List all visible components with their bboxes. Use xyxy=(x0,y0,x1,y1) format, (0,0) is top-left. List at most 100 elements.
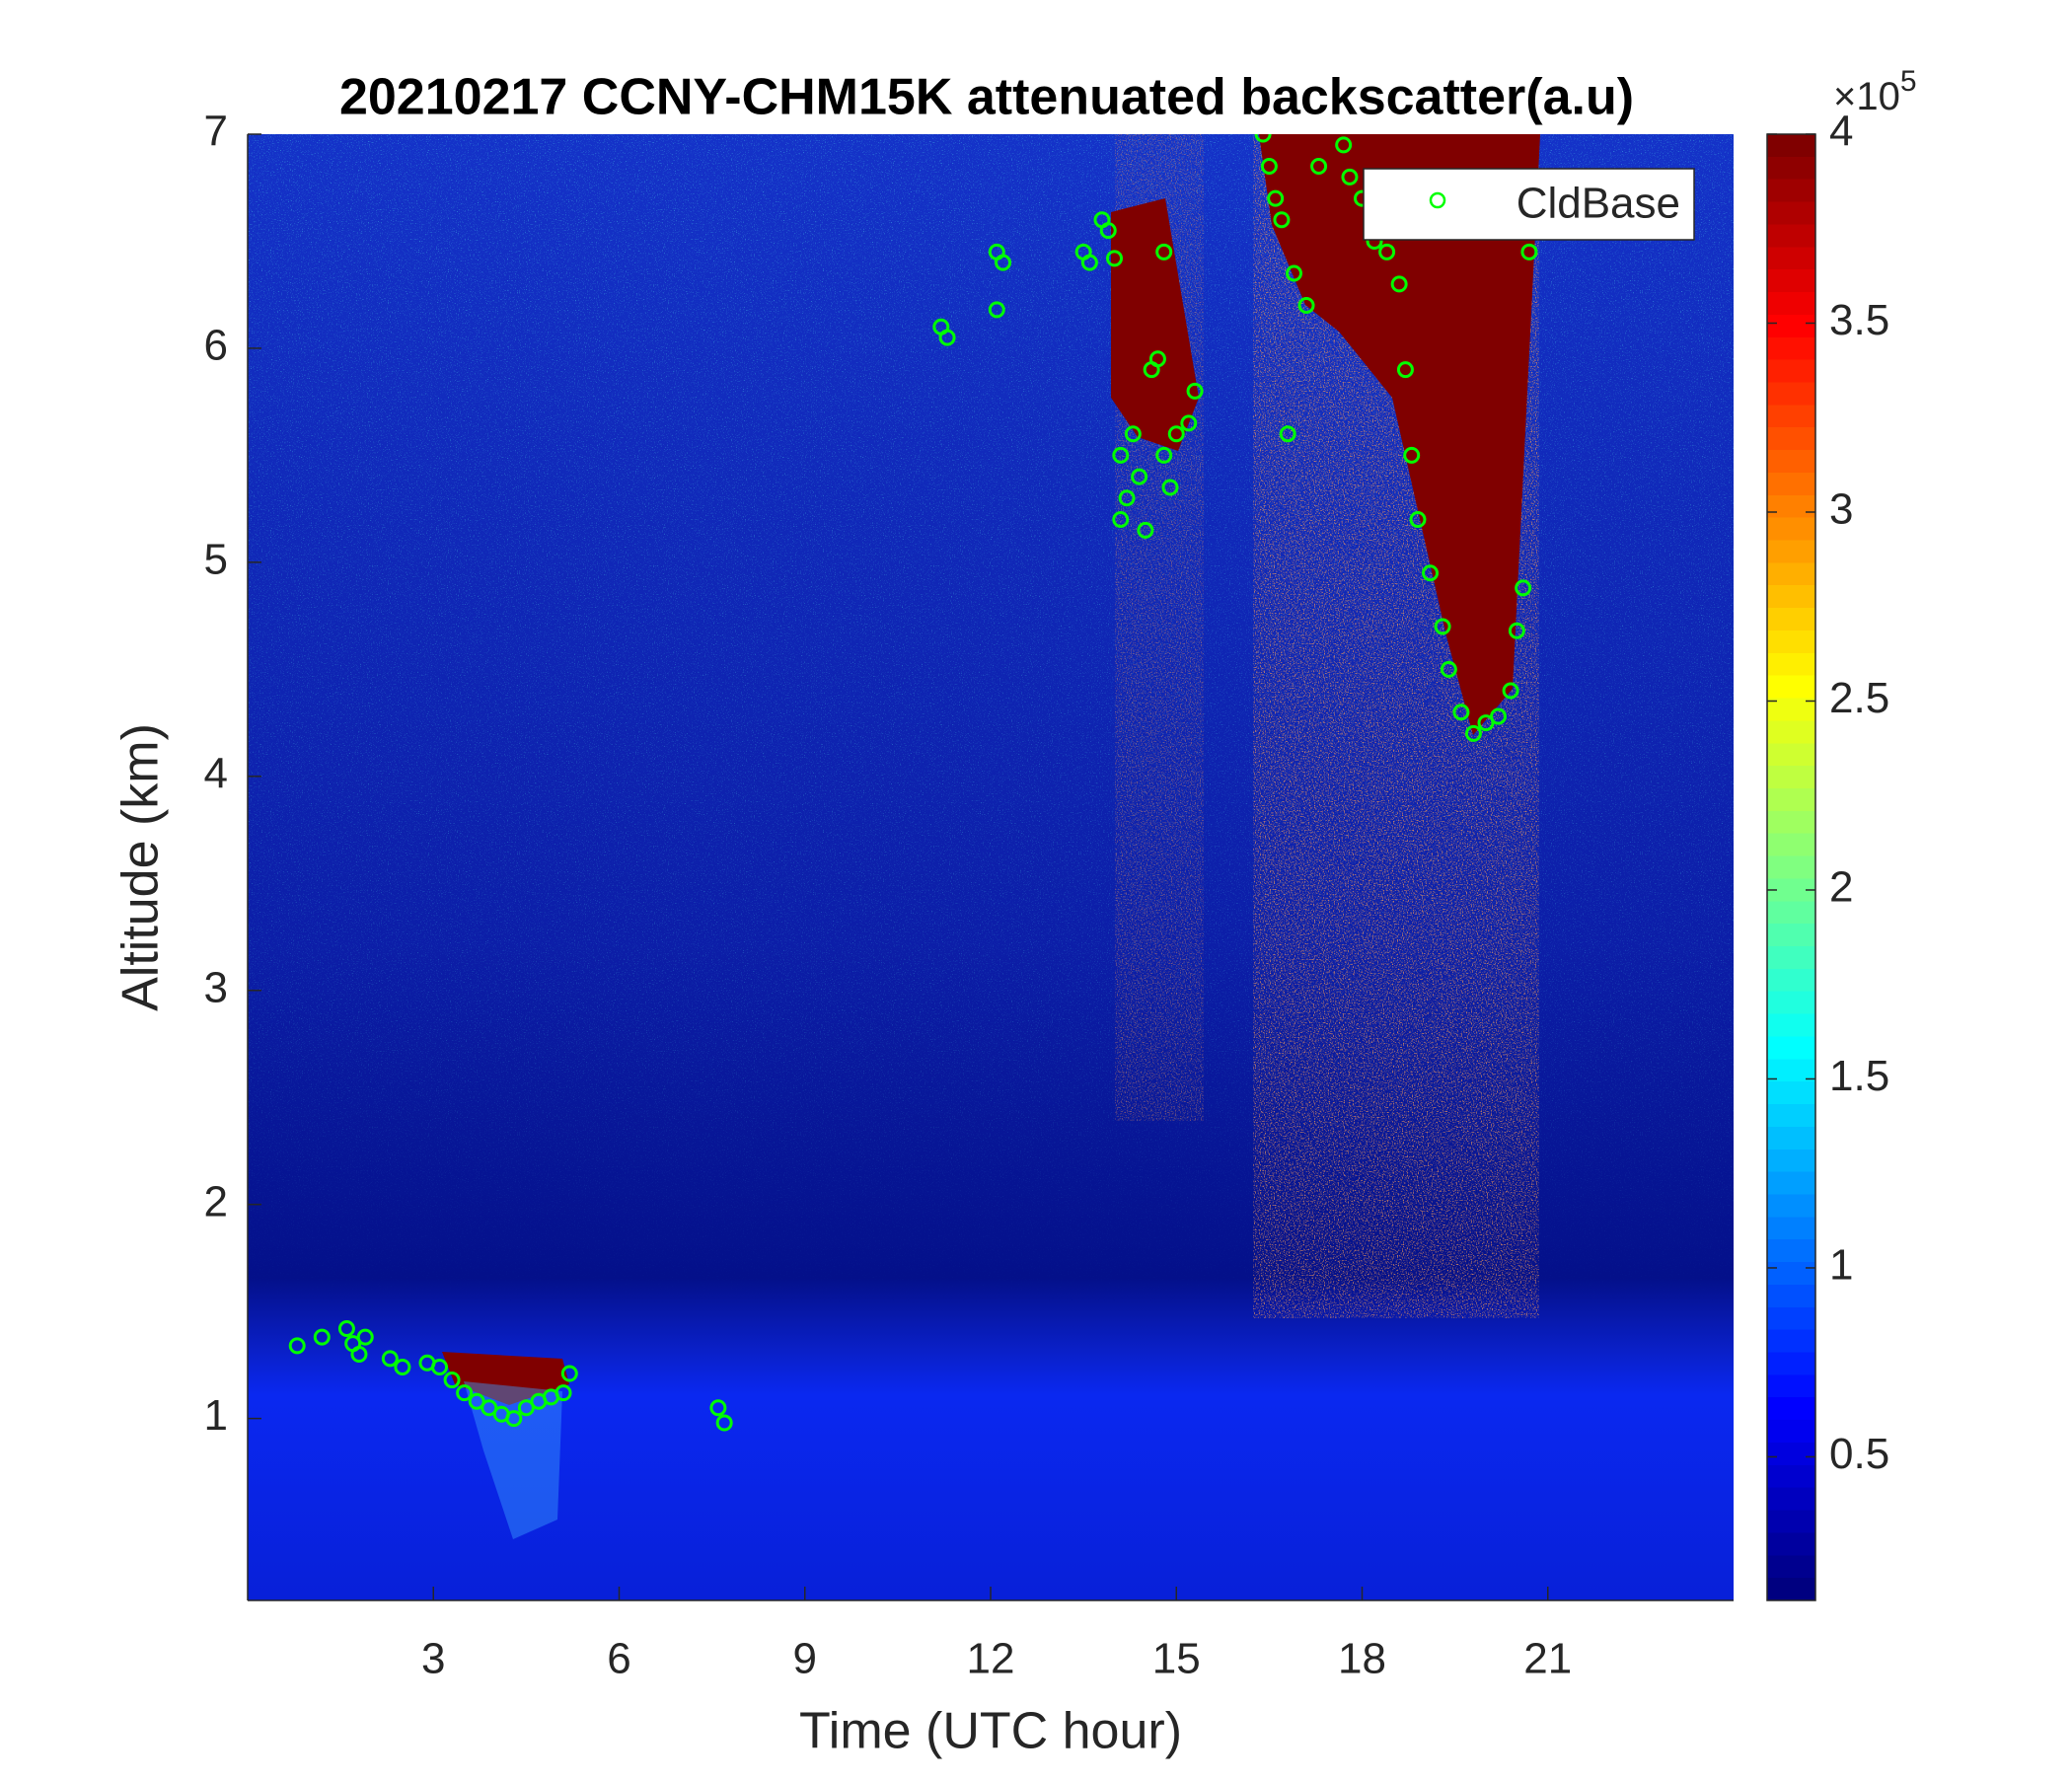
cloud-base-point xyxy=(1186,382,1204,400)
cloud-base-point xyxy=(1267,189,1285,207)
cloud-base-point xyxy=(1335,136,1353,154)
x-tick-label: 12 xyxy=(967,1635,1015,1683)
cloud-base-point xyxy=(1118,489,1136,507)
cloud-base-point xyxy=(1112,446,1130,464)
cloud-base-point xyxy=(555,1384,572,1402)
y-tick-label: 4 xyxy=(204,749,228,797)
cloud-base-point xyxy=(1464,724,1482,742)
cloud-base-point xyxy=(995,254,1012,271)
cloud-base-point xyxy=(560,1365,578,1382)
cloud-base-point xyxy=(1409,510,1427,528)
cloud-base-point xyxy=(1137,521,1154,539)
colorbar-tick-label: 2.5 xyxy=(1829,674,1889,722)
colorbar-multiplier-base: ×10 xyxy=(1833,75,1900,118)
cloud-base-point xyxy=(715,1414,733,1432)
cloud-base-point xyxy=(481,1399,498,1417)
y-tick-label: 1 xyxy=(204,1391,228,1440)
cloud-base-point xyxy=(1390,275,1408,293)
colorbar-tick-label: 2 xyxy=(1829,863,1853,912)
colorbar-multiplier: ×105 xyxy=(1833,65,1917,118)
chart-title: 20210217 CCNY-CHM15K attenuated backscat… xyxy=(339,69,1634,126)
x-tick-label: 21 xyxy=(1523,1635,1572,1683)
cloud-base-point xyxy=(1502,682,1519,700)
cloud-base-point xyxy=(381,1350,399,1368)
cloud-base-point xyxy=(1148,350,1166,368)
y-tick-label: 5 xyxy=(204,535,228,583)
x-axis-label: Time (UTC hour) xyxy=(799,1703,1182,1760)
cloud-base-point xyxy=(505,1410,523,1428)
colorbar-tick-label: 1.5 xyxy=(1829,1052,1889,1100)
colorbar-tick-label: 4 xyxy=(1829,108,1853,156)
cloud-base-point xyxy=(313,1328,331,1346)
cloud-base-point xyxy=(988,301,1005,319)
cloud-base-point xyxy=(443,1372,461,1389)
colorbar-multiplier-exponent: 5 xyxy=(1900,65,1917,98)
cloud-base-point xyxy=(1254,134,1272,143)
cloud-base-point xyxy=(1124,425,1142,443)
cloud-base-point xyxy=(1112,510,1130,528)
colorbar-tick-label: 3.5 xyxy=(1829,296,1889,344)
legend-box xyxy=(1363,168,1695,241)
cloud-base-point xyxy=(1515,579,1532,597)
cloud-base-point xyxy=(1310,158,1328,176)
colorbar-tick-label: 0.5 xyxy=(1829,1430,1889,1478)
colorbar-tick-label: 1 xyxy=(1829,1241,1853,1290)
cloud-base-point xyxy=(1477,714,1495,732)
x-tick-label: 18 xyxy=(1338,1635,1386,1683)
legend: CldBase xyxy=(1363,168,1695,241)
cloud-base-point xyxy=(517,1399,535,1417)
cloud-base-point xyxy=(1434,618,1451,635)
cloud-base-point xyxy=(1180,414,1198,432)
cloud-base-point xyxy=(1452,704,1470,721)
cloud-base-point xyxy=(1260,158,1278,176)
cloud-base-point xyxy=(1520,243,1538,260)
cloud-base-point xyxy=(337,1319,355,1337)
x-tick-label: 3 xyxy=(421,1635,445,1683)
cloud-base-point xyxy=(1279,425,1296,443)
cloud-base-point xyxy=(1403,446,1421,464)
cloud-base-point xyxy=(350,1346,368,1364)
x-tick-label: 15 xyxy=(1152,1635,1201,1683)
colorbar xyxy=(1766,133,1816,1601)
colorbar-tick-label: 3 xyxy=(1829,485,1853,534)
cloud-base-point xyxy=(1396,361,1414,379)
backscatter-image xyxy=(248,134,1734,1600)
cloud-base-point xyxy=(1106,250,1123,267)
cloud-base-point xyxy=(1161,479,1179,496)
cloud-base-point xyxy=(394,1359,411,1376)
y-tick-label: 3 xyxy=(204,963,228,1011)
cloud-base-point xyxy=(468,1392,485,1410)
cloud-base-point xyxy=(1508,622,1525,639)
cloud-base-point xyxy=(1155,243,1173,260)
cloud-base-point xyxy=(456,1384,474,1402)
cloud-base-point xyxy=(1131,468,1148,485)
legend-marker xyxy=(1429,191,1446,209)
cloud-base-point xyxy=(709,1399,727,1417)
cloud-base-point xyxy=(1341,168,1359,186)
cloud-base-point xyxy=(356,1328,374,1346)
legend-label: CldBase xyxy=(1517,180,1680,228)
cloud-base-point xyxy=(431,1359,449,1376)
cloud-base-point xyxy=(1422,564,1440,582)
y-tick-label: 7 xyxy=(204,108,228,156)
x-tick-label: 6 xyxy=(607,1635,630,1683)
series xyxy=(288,134,1538,1432)
cloud-base-point xyxy=(1273,211,1291,229)
cloud-base-point xyxy=(288,1337,306,1355)
cloud-base-point xyxy=(1440,660,1457,678)
cloud-base-point xyxy=(1285,264,1302,282)
y-tick-label: 6 xyxy=(204,322,228,370)
cloud-base-point xyxy=(1099,222,1117,240)
cloud-base-point xyxy=(1167,425,1185,443)
cloud-base-point xyxy=(1155,446,1173,464)
cloud-base-point xyxy=(938,329,956,346)
cloud-base-point xyxy=(1490,707,1508,725)
cloud-base-point xyxy=(1378,243,1396,260)
cloud-base-point xyxy=(1297,297,1315,315)
y-axis-label: Altitude (km) xyxy=(112,723,170,1011)
x-tick-label: 9 xyxy=(793,1635,817,1683)
cloud-base-point xyxy=(1080,254,1098,271)
y-tick-label: 2 xyxy=(204,1177,228,1225)
